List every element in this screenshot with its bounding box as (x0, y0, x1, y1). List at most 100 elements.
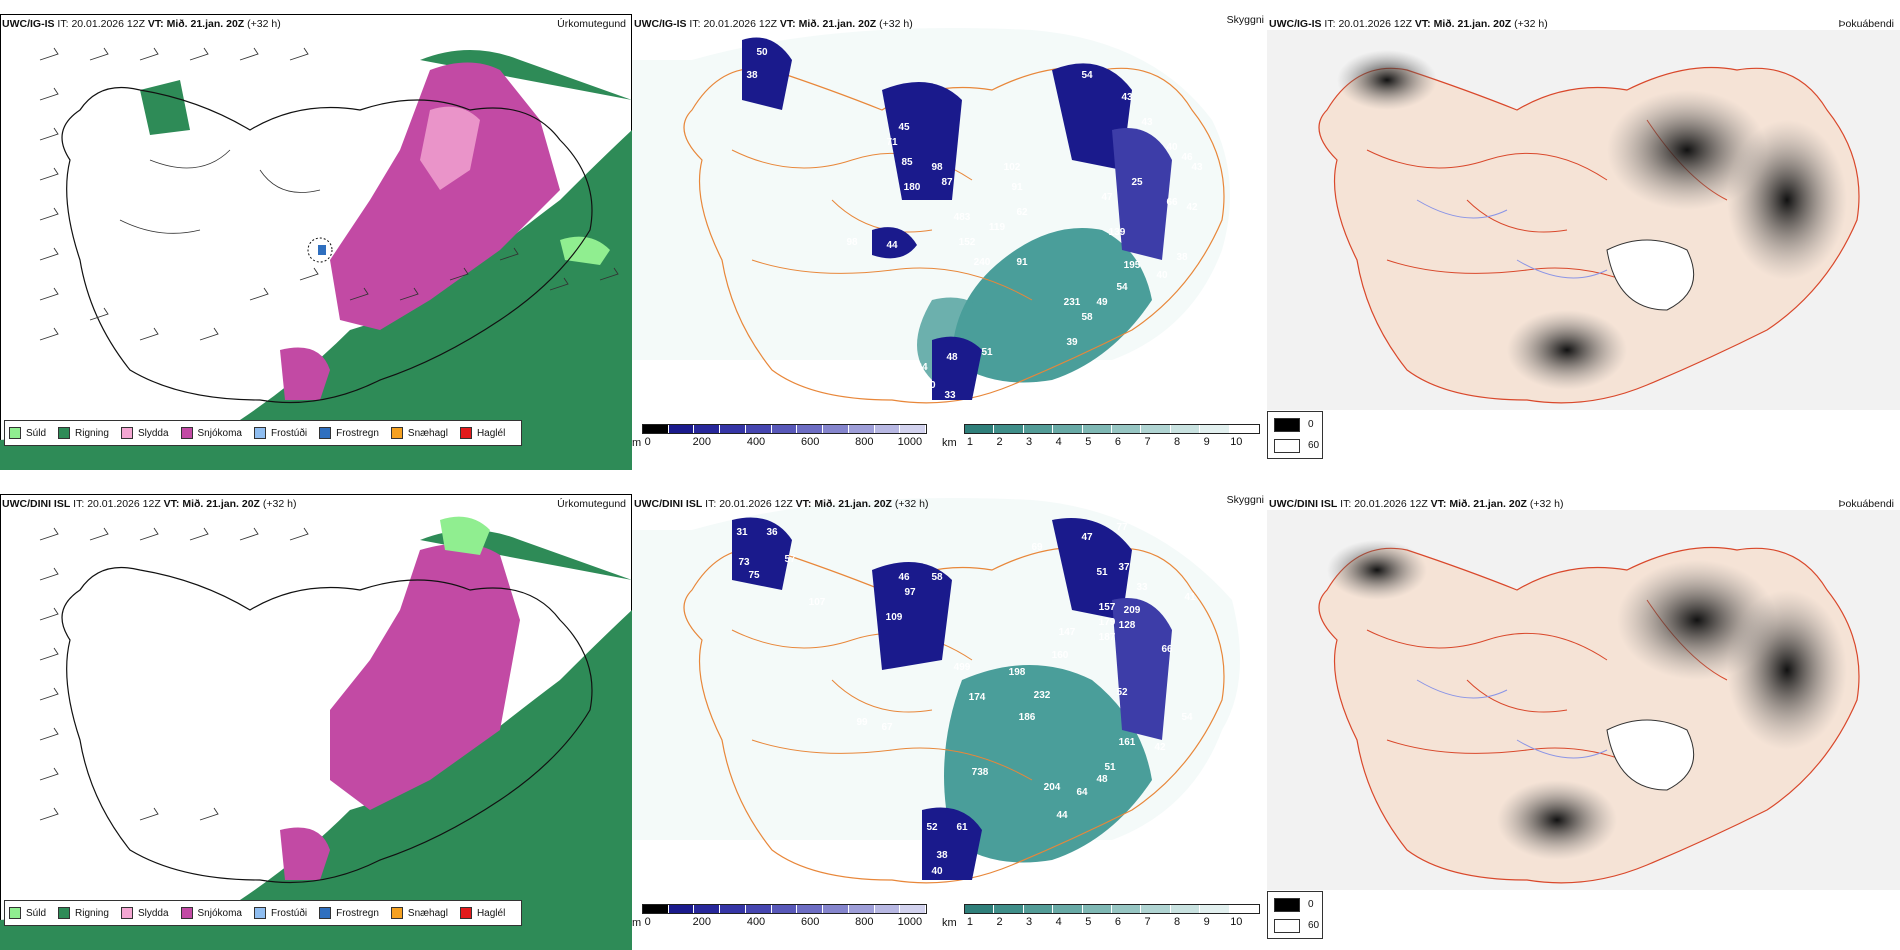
vis-label: 128 (1119, 620, 1136, 631)
legend-item-snjokoma: Snjókoma (180, 907, 242, 919)
vis-label: 209 (1124, 605, 1141, 616)
vis-label: 87 (941, 177, 953, 188)
vis-label: 91 (1011, 182, 1023, 193)
vis-label: 49 (1096, 297, 1108, 308)
precip-legend-bottom: Súld Rigning Slydda Snjókoma Frostúði Fr… (4, 900, 523, 926)
vis-label: 73 (738, 557, 750, 568)
vis-label: 43 (1191, 162, 1203, 173)
visibility-map-bottom: 49 31 36 73 57 75 107 97 46 109 58 69 47… (632, 498, 1240, 884)
vis-label: 54 (1081, 70, 1093, 81)
vis-label: 180 (904, 182, 921, 193)
precip-header-bottom: UWC/DINI ISL IT: 20.01.2026 12Z VT: Mið.… (2, 498, 297, 510)
fog-panel-top: UWC/IG-IS IT: 20.01.2026 12Z VT: Mið. 21… (1267, 0, 1900, 470)
vis-label: 58 (1081, 312, 1093, 323)
vis-label: 91 (1016, 257, 1028, 268)
vis-label: 36 (766, 527, 778, 538)
vis-label: 43 (1121, 92, 1133, 103)
fog-header-bottom: UWC/DINI ISL IT: 20.01.2026 12Z VT: Mið.… (1269, 498, 1564, 510)
vis-label: 147 (1059, 627, 1076, 638)
vis-label: 69 (1031, 542, 1043, 553)
vis-label: 57 (909, 847, 921, 858)
vis-label: 174 (969, 692, 986, 703)
vis-label: 40 (924, 380, 936, 391)
vis-label: 64 (916, 362, 928, 373)
vis-label: 66 (1161, 644, 1173, 655)
vis-label: 50 (756, 47, 768, 58)
vis-label: 186 (1019, 712, 1036, 723)
visibility-header-bottom: UWC/DINI ISL IT: 20.01.2026 12Z VT: Mið.… (634, 498, 929, 510)
legend-item-suld: Súld (9, 907, 46, 919)
vis-label: 75 (748, 570, 760, 581)
legend-item-slydda: Slydda (120, 907, 169, 919)
fog-legend-bottom: 0 60 (1267, 891, 1323, 939)
vis-label: 54 (1181, 712, 1193, 723)
precip-product-top: Úrkomutegund (557, 18, 626, 30)
legend-item-suld: Súld (9, 427, 46, 439)
vis-label: 195 (1124, 260, 1141, 271)
vis-colorbar-m-bottom: m 0 200 400 600 800 1000 (632, 903, 932, 929)
vis-label: 47 (1081, 532, 1093, 543)
vis-label: 52 (926, 822, 938, 833)
vis-label: 499 (954, 662, 971, 673)
bottom-row: UWC/DINI ISL IT: 20.01.2026 12Z VT: Mið.… (0, 480, 1900, 950)
visibility-panel-bottom: 49 31 36 73 57 75 107 97 46 109 58 69 47… (632, 480, 1267, 950)
vis-label: 62 (1016, 207, 1028, 218)
vis-label: 25 (1131, 177, 1143, 188)
vis-label: 42 (1186, 202, 1198, 213)
vis-label: 119 (989, 222, 1006, 233)
vis-label: 97 (904, 587, 916, 598)
fog-legend-top: 0 60 (1267, 411, 1323, 459)
vis-label: 99 (856, 717, 868, 728)
vis-label: 231 (1064, 297, 1081, 308)
precip-legend-top: Súld Rigning Slydda Snjókoma Frostúði Fr… (4, 420, 523, 446)
vis-label: 48 (946, 352, 958, 363)
top-row: UWC/IG-IS IT: 20.01.2026 12Z VT: Mið. 21… (0, 0, 1900, 470)
vis-label: 232 (1034, 690, 1051, 701)
vis-label: 483 (954, 212, 971, 223)
vis-label: 66 (1166, 197, 1178, 208)
legend-item-rigning: Rigning (58, 907, 109, 919)
vis-label: 198 (1009, 667, 1026, 678)
vis-label: 38 (936, 850, 948, 861)
vis-label: 41 (1184, 592, 1196, 603)
vis-label: 67 (881, 722, 893, 733)
vis-label: 58 (931, 572, 943, 583)
vis-label: 51 (981, 347, 993, 358)
vis-label: 98 (846, 237, 858, 248)
vis-label: 102 (1004, 162, 1021, 173)
fog-product-top: Þokuábendi (1838, 18, 1894, 30)
vis-label: 46 (898, 572, 910, 583)
legend-item-frostregn: Frostregn (319, 427, 379, 439)
precip-header-top: UWC/IG-IS IT: 20.01.2026 12Z VT: Mið. 21… (2, 18, 281, 30)
vis-label: 77 (1116, 522, 1128, 533)
precip-panel-bottom: UWC/DINI ISL IT: 20.01.2026 12Z VT: Mið.… (0, 480, 632, 950)
vis-label: 38 (1176, 252, 1188, 263)
vis-label: 40 (931, 866, 943, 877)
legend-item-snaehagl: Snæhagl (390, 907, 448, 919)
vis-label: 49 (751, 500, 763, 511)
precip-panel-top: UWC/IG-IS IT: 20.01.2026 12Z VT: Mið. 21… (0, 0, 632, 470)
vis-label: 40 (1166, 142, 1178, 153)
vis-label: 45 (898, 122, 910, 133)
vis-label: 48 (1096, 774, 1108, 785)
vis-label: 109 (886, 612, 903, 623)
vis-label: 33 (1136, 582, 1148, 593)
precip-map-bottom (0, 516, 632, 950)
vis-label: 39 (1066, 337, 1078, 348)
vis-label: 33 (944, 390, 956, 401)
vis-label: 204 (1044, 782, 1061, 793)
vis-label: 44 (1056, 810, 1068, 821)
vis-colorbar-km-bottom: km 1 2 3 4 5 6 7 8 9 10 (942, 903, 1262, 929)
vis-label: 98 (931, 162, 943, 173)
legend-item-haglel: Haglél (459, 427, 505, 439)
vis-label: 57 (784, 554, 796, 565)
visibility-product-bottom: Skyggni (1226, 494, 1264, 506)
vis-label: 139 (1109, 227, 1126, 238)
vis-label: 38 (746, 70, 758, 81)
vis-label: 47 (1101, 192, 1113, 203)
vis-label: 43 (1141, 117, 1153, 128)
vis-label: 44 (886, 240, 898, 251)
legend-item-snaehagl: Snæhagl (390, 427, 448, 439)
fog-panel-bottom: UWC/DINI ISL IT: 20.01.2026 12Z VT: Mið.… (1267, 480, 1900, 950)
vis-label: 152 (959, 237, 976, 248)
